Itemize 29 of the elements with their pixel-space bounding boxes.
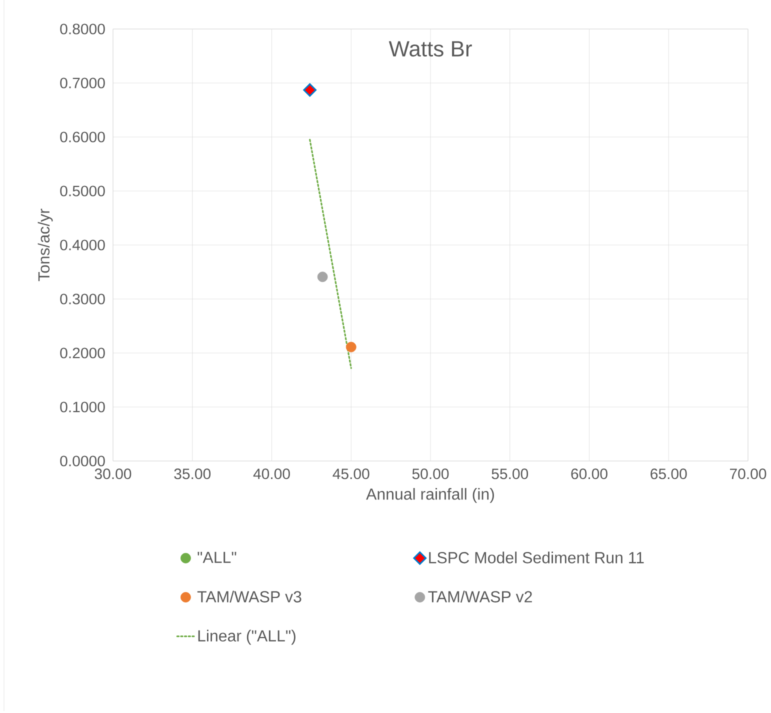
x-tick-label: 65.00: [650, 468, 687, 480]
x-tick-label: 30.00: [94, 468, 132, 480]
y-tick-label: 0.1000: [60, 402, 105, 412]
point: [317, 272, 328, 282]
x-axis-title: Annual rainfall (in): [366, 488, 494, 503]
x-tick-label: 35.00: [174, 468, 211, 480]
y-tick-label: 0.2000: [60, 348, 105, 358]
x-tick-label: 70.00: [730, 468, 766, 480]
legend-label: "ALL": [198, 552, 236, 563]
legend-label: TAM/WASP v2: [428, 590, 532, 602]
y-tick-label: 0.3000: [60, 294, 105, 304]
y-axis-title: Tons/ac/yr: [38, 208, 53, 282]
y-tick-label: 0.4000: [60, 240, 105, 250]
point: [346, 342, 356, 352]
x-tick-label: 60.00: [571, 468, 608, 480]
y-tick-label: 0.8000: [60, 24, 105, 34]
x-tick-label: 45.00: [332, 468, 370, 480]
y-tick-label: 0.7000: [60, 78, 105, 88]
legend-label: Linear ("ALL"): [198, 630, 296, 645]
x-tick-label: 50.00: [412, 468, 449, 480]
legend-label: LSPC Model Sediment Run 11: [429, 552, 644, 564]
x-tick-label: 40.00: [253, 468, 290, 480]
legend-label: TAM/WASP v3: [197, 590, 302, 602]
y-tick-label: 0.5000: [60, 186, 105, 196]
chart-title: Watts Br: [388, 41, 472, 57]
y-tick-label: 0.0000: [60, 456, 105, 466]
point: [303, 83, 317, 97]
y-tick-label: 0.6000: [60, 132, 105, 142]
x-tick-label: 55.00: [492, 468, 528, 480]
